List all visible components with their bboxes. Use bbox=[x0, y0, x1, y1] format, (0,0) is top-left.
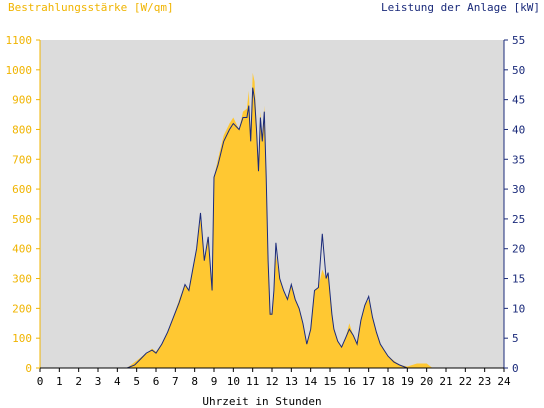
left-tick-label: 1000 bbox=[6, 64, 33, 77]
left-tick-label: 0 bbox=[25, 362, 32, 375]
right-tick-label: 50 bbox=[512, 64, 525, 77]
right-tick-label: 45 bbox=[512, 94, 525, 107]
right-tick-label: 35 bbox=[512, 153, 525, 166]
x-tick-label: 8 bbox=[191, 375, 198, 388]
x-tick-label: 18 bbox=[381, 375, 394, 388]
x-tick-label: 9 bbox=[211, 375, 218, 388]
x-tick-label: 20 bbox=[420, 375, 433, 388]
x-tick-label: 14 bbox=[304, 375, 318, 388]
right-tick-label: 5 bbox=[512, 332, 519, 345]
left-tick-label: 900 bbox=[12, 94, 32, 107]
x-tick-label: 16 bbox=[343, 375, 356, 388]
x-tick-label: 5 bbox=[133, 375, 140, 388]
x-tick-label: 2 bbox=[75, 375, 82, 388]
x-tick-label: 24 bbox=[497, 375, 511, 388]
x-tick-label: 17 bbox=[362, 375, 375, 388]
x-tick-label: 6 bbox=[153, 375, 160, 388]
x-tick-label: 22 bbox=[459, 375, 472, 388]
x-tick-label: 23 bbox=[478, 375, 491, 388]
x-tick-label: 10 bbox=[227, 375, 240, 388]
x-tick-label: 3 bbox=[95, 375, 102, 388]
left-tick-label: 500 bbox=[12, 213, 32, 226]
left-tick-label: 1100 bbox=[6, 34, 33, 47]
x-tick-label: 21 bbox=[439, 375, 452, 388]
right-tick-label: 0 bbox=[512, 362, 519, 375]
x-tick-label: 11 bbox=[246, 375, 259, 388]
left-tick-label: 100 bbox=[12, 332, 32, 345]
x-tick-label: 15 bbox=[323, 375, 336, 388]
left-tick-label: 700 bbox=[12, 153, 32, 166]
x-tick-label: 13 bbox=[285, 375, 298, 388]
power-line bbox=[40, 87, 504, 369]
right-tick-label: 55 bbox=[512, 34, 525, 47]
x-tick-label: 4 bbox=[114, 375, 121, 388]
right-tick-label: 30 bbox=[512, 183, 525, 196]
right-tick-label: 25 bbox=[512, 213, 525, 226]
x-axis-title: Uhrzeit in Stunden bbox=[202, 395, 321, 408]
right-tick-label: 15 bbox=[512, 273, 525, 286]
left-tick-label: 800 bbox=[12, 123, 32, 136]
left-tick-label: 600 bbox=[12, 183, 32, 196]
x-tick-label: 19 bbox=[401, 375, 414, 388]
x-tick-label: 1 bbox=[56, 375, 63, 388]
left-tick-label: 400 bbox=[12, 243, 32, 256]
x-tick-label: 0 bbox=[37, 375, 44, 388]
right-tick-label: 40 bbox=[512, 123, 525, 136]
left-tick-label: 300 bbox=[12, 273, 32, 286]
x-tick-label: 12 bbox=[265, 375, 278, 388]
left-axis-title: Bestrahlungsstärke [W/qm] bbox=[8, 1, 174, 14]
left-tick-label: 200 bbox=[12, 302, 32, 315]
right-tick-label: 10 bbox=[512, 302, 525, 315]
x-tick-label: 7 bbox=[172, 375, 179, 388]
right-axis-title: Leistung der Anlage [kW] bbox=[381, 1, 540, 14]
right-tick-label: 20 bbox=[512, 243, 525, 256]
